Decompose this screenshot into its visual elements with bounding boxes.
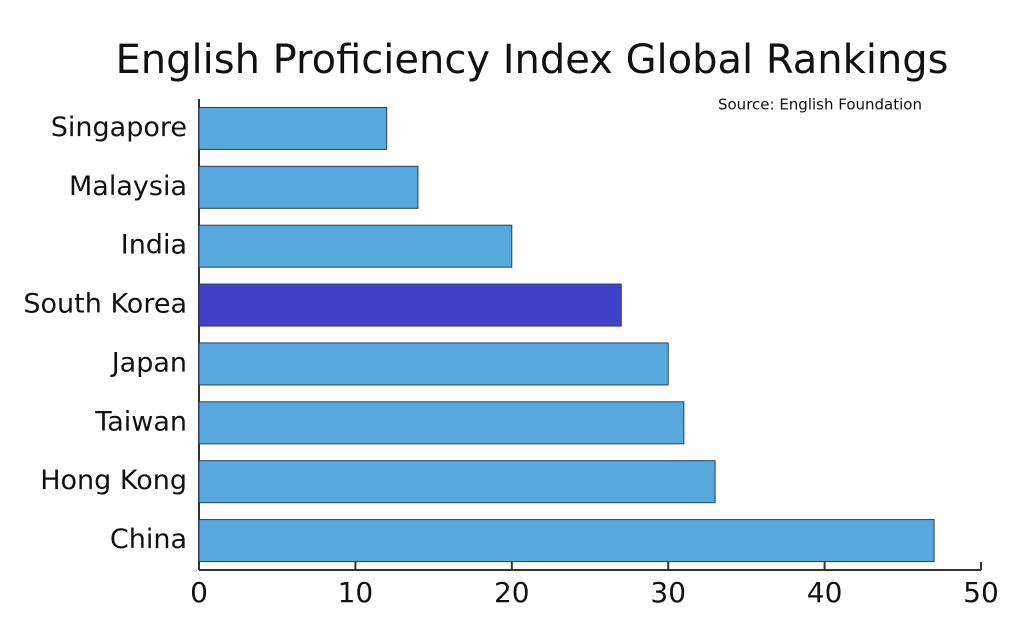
x-tick-label: 40 bbox=[807, 576, 843, 609]
y-tick-label: China bbox=[110, 524, 187, 555]
y-tick-label: Hong Kong bbox=[40, 465, 187, 496]
bar bbox=[198, 401, 685, 445]
bar bbox=[198, 224, 513, 268]
bar bbox=[198, 460, 716, 504]
x-tick-label: 0 bbox=[190, 576, 208, 609]
bar bbox=[198, 519, 935, 563]
y-tick-label: Japan bbox=[110, 347, 187, 378]
y-tick-label: South Korea bbox=[23, 289, 187, 320]
chart-title: English Proficiency Index Global Ranking… bbox=[115, 37, 948, 83]
y-tick-label: Malaysia bbox=[69, 171, 187, 202]
chart-source: Source: English Foundation bbox=[718, 96, 922, 114]
bar bbox=[198, 342, 669, 386]
x-tick-label: 50 bbox=[963, 576, 999, 609]
bar bbox=[198, 283, 622, 327]
y-tick-label: Taiwan bbox=[94, 406, 187, 437]
x-tick-label: 10 bbox=[338, 576, 374, 609]
x-tick-label: 20 bbox=[494, 576, 530, 609]
bar bbox=[198, 106, 388, 150]
y-tick-label: Singapore bbox=[51, 112, 187, 143]
bar bbox=[198, 165, 419, 209]
y-tick-label: India bbox=[121, 230, 187, 261]
x-tick-label: 30 bbox=[650, 576, 686, 609]
